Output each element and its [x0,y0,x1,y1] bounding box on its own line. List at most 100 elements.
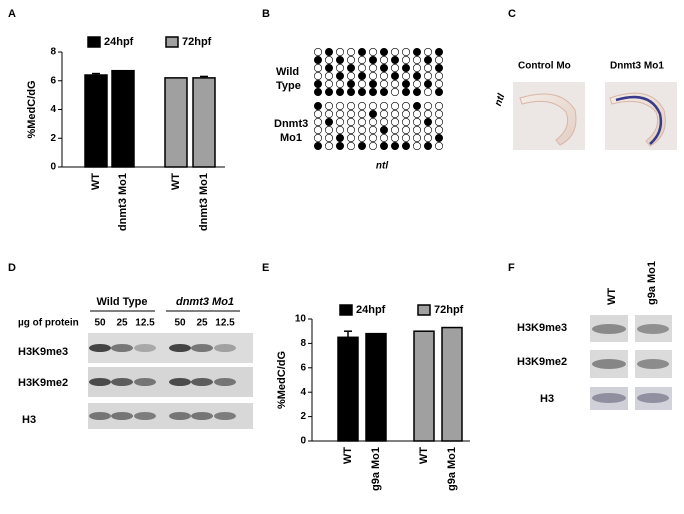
cpg-dot [390,55,399,64]
cpg-dot [346,142,355,151]
cpg-dot [346,118,355,127]
cpg-dot [401,55,410,64]
amount-label: 12.5 [135,318,155,329]
cpg-dot [434,64,443,73]
cpg-dot [335,102,344,111]
cpg-dot [335,55,344,64]
x-tick-label: WT [342,447,354,464]
cpg-dot [379,142,388,151]
x-tick-label: dnmt3 Mo1 [198,173,210,231]
cpg-dot [423,142,432,151]
x-tick-label: g9a Mo1 [370,447,382,491]
cpg-dot [313,142,322,151]
cpg-dot [368,88,377,97]
cpg-dot [390,102,399,111]
blot-band [169,378,191,386]
bar [164,77,188,168]
cpg-dot [423,118,432,127]
cpg-dot [401,110,410,119]
blot-band [89,412,111,420]
blot-row-label: H3 [22,414,36,426]
cpg-dot [412,126,421,135]
cpg-dot [390,47,399,56]
cpg-dot [335,118,344,127]
cpg-dot [357,142,366,151]
cpg-dot [324,102,333,111]
cpg-dot [346,72,355,81]
cpg-dot [357,88,366,97]
lane-label: g9a Mo1 [646,261,658,305]
cpg-dot [423,110,432,119]
blot-band [169,344,191,352]
y-tick-label: 8 [50,47,56,58]
cpg-dot [423,64,432,73]
blot-band [134,378,156,386]
cpg-dot [401,126,410,135]
row-label: Mo1 [280,132,302,144]
amount-label: 12.5 [215,318,235,329]
lane-label: WT [606,288,618,305]
cpg-dot [357,72,366,81]
cpg-dot [324,118,333,127]
cpg-dot [412,80,421,89]
cpg-dot [401,80,410,89]
cpg-dot [434,47,443,56]
cpg-dot [335,88,344,97]
cpg-dot [390,134,399,143]
panel-letter: E [262,262,269,274]
cpg-dot [423,55,432,64]
cpg-dot [401,134,410,143]
blot-band [169,412,191,420]
y-tick-label: 0 [50,162,56,173]
legend-label: 72hpf [434,304,464,316]
cpg-dot [324,55,333,64]
blot-row-label: H3K9me2 [517,356,567,368]
panel-letter: C [508,8,516,20]
amount-label: 50 [94,318,106,329]
x-tick-label: WT [170,173,182,190]
cpg-dot [434,55,443,64]
western-blot [590,315,672,410]
embryo-image [513,82,677,150]
cpg-dot [379,88,388,97]
cpg-dot [346,47,355,56]
cpg-dot [390,88,399,97]
cpg-dot [390,64,399,73]
cpg-dot [346,134,355,143]
cpg-dot [434,110,443,119]
cpg-dot [434,72,443,81]
image-label: Dnmt3 Mo1 [610,61,664,72]
cpg-dot [401,47,410,56]
cpg-dot [368,72,377,81]
cpg-dot [335,110,344,119]
blot-band [214,344,236,352]
bar [365,332,387,442]
y-tick-label: 2 [50,133,56,144]
cpg-dot [357,134,366,143]
x-tick-label: dnmt3 Mo1 [117,173,129,231]
x-tick-label: WT [418,447,430,464]
cpg-dot [434,126,443,135]
cpg-dot [324,142,333,151]
legend-label: 72hpf [182,36,212,48]
cpg-dot [379,80,388,89]
cpg-dot [423,102,432,111]
cpg-dot [423,80,432,89]
cpg-dot [412,47,421,56]
bar [441,326,463,442]
blot-band [89,344,111,352]
bar [192,77,216,168]
cpg-dot [335,80,344,89]
cpg-dot [313,80,322,89]
blot-row-label: H3K9me3 [18,346,68,358]
cpg-dot [335,142,344,151]
cpg-dot [434,88,443,97]
cpg-dot [313,118,322,127]
gene-label: ntl [376,161,388,172]
y-tick-label: 2 [300,411,306,422]
cpg-dot [379,64,388,73]
cpg-dot [324,72,333,81]
cpg-dot [401,142,410,151]
cpg-dot [423,134,432,143]
cpg-dot [346,64,355,73]
